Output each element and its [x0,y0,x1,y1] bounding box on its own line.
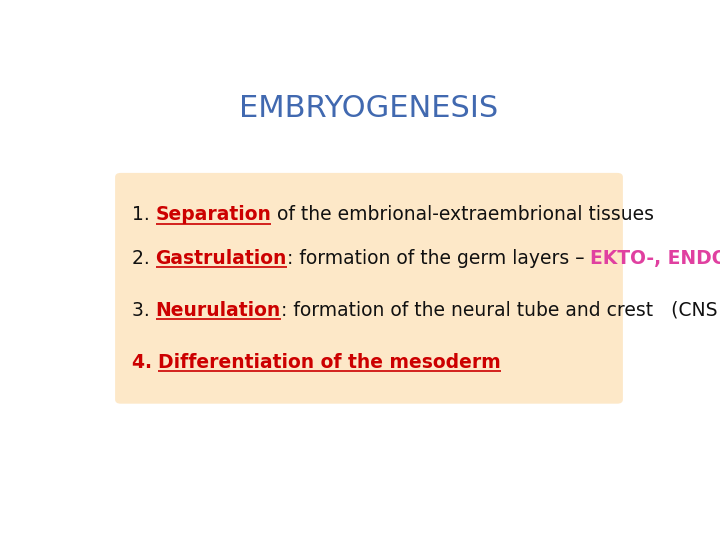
Text: 2.: 2. [132,248,156,268]
Text: Gastrulation: Gastrulation [156,248,287,268]
Text: Separation: Separation [156,205,271,224]
Text: Neurulation: Neurulation [156,301,281,320]
Text: 1.: 1. [132,205,156,224]
Text: : formation of the neural tube and crest   (CNS AND PNS): : formation of the neural tube and crest… [281,301,720,320]
Text: of the embrional-extraembrional tissues: of the embrional-extraembrional tissues [271,205,654,224]
Text: EMBRYOGENESIS: EMBRYOGENESIS [239,94,499,123]
FancyBboxPatch shape [115,173,623,404]
Text: : formation of the germ layers –: : formation of the germ layers – [287,248,590,268]
Text: 3.: 3. [132,301,156,320]
Text: EKTO-, ENDO-, MESODERM: EKTO-, ENDO-, MESODERM [590,248,720,268]
Text: Differentiation of the mesoderm: Differentiation of the mesoderm [158,353,501,372]
Text: 4.: 4. [132,353,158,372]
